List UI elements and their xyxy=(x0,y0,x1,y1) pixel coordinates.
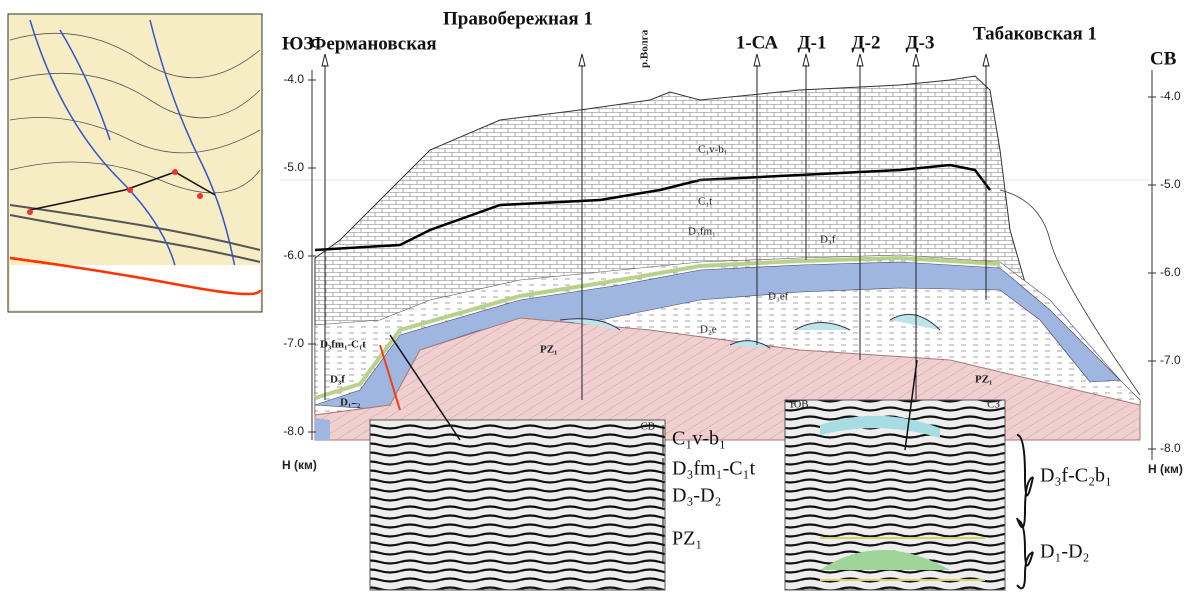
seismic-label: PZ₁ xyxy=(672,528,702,550)
section-label: D₃f xyxy=(330,374,345,386)
seismic-corner: СЗ xyxy=(987,399,1000,411)
section-body xyxy=(280,75,1150,441)
seismic-label: D₃-D₂ xyxy=(672,485,722,507)
depth-label: -6.0 xyxy=(1160,265,1181,279)
seismic-label: D₃f-C₂b₁ xyxy=(1040,465,1112,487)
depth-label: -4.0 xyxy=(1160,89,1181,103)
well-label: Д-2 xyxy=(852,32,881,53)
section-label: D₃fm₁-C₁t xyxy=(320,339,366,351)
well-label: Правобережная 1 xyxy=(443,8,593,29)
seismic-corner: ЮВ xyxy=(790,399,809,411)
depth-label: -8.0 xyxy=(1160,441,1181,455)
well-icon xyxy=(856,53,864,67)
brace xyxy=(1016,434,1034,590)
well-label: Табаковская 1 xyxy=(973,23,1097,44)
section-label: C₁v-b₁ xyxy=(698,144,728,156)
well-label: Д-3 xyxy=(906,32,935,53)
section-label: D₂e xyxy=(700,324,717,336)
depth-label: -5.0 xyxy=(283,160,304,174)
seismic-label: D₃fm₁-C₁t xyxy=(672,458,756,480)
depth-label: -6.0 xyxy=(283,248,304,262)
section-label: D₁₋₂ xyxy=(340,397,361,409)
map-inset xyxy=(7,13,263,313)
section-label: PZ₁ xyxy=(975,374,992,386)
depth-label: -5.0 xyxy=(1160,177,1181,191)
well-icon xyxy=(802,53,810,67)
wells xyxy=(321,53,990,400)
depth-label: -7.0 xyxy=(283,336,304,350)
depth-unit: H (км) xyxy=(1148,462,1183,476)
depth-label: -4.0 xyxy=(283,72,304,86)
section-label: PZ₁ xyxy=(540,344,557,356)
well-icon xyxy=(982,53,990,67)
river-label: р.Волга xyxy=(639,29,651,68)
well-icon xyxy=(578,53,586,67)
depth-label: -7.0 xyxy=(1160,353,1181,367)
well-icon xyxy=(753,53,761,67)
seismic-label: D₁-D₂ xyxy=(1040,541,1090,563)
well-label: Д-1 xyxy=(798,32,827,53)
section-label: D₃f xyxy=(820,234,836,246)
direction-label: СВ xyxy=(1150,48,1177,69)
well-label: 1-СА xyxy=(736,32,779,53)
section-label: C₁t xyxy=(698,196,712,208)
seismic-label: C₁v-b₁ xyxy=(672,428,726,450)
section-label: D₃fm₁ xyxy=(688,226,716,238)
depth-unit: H (км) xyxy=(282,458,317,472)
well-icon xyxy=(912,53,920,67)
seismic-corner: СВ xyxy=(640,421,655,433)
direction-label: ЮЗ xyxy=(282,33,313,54)
depth-label: -8.0 xyxy=(283,424,304,438)
well-label: Фермановская xyxy=(310,33,437,54)
section-label: D₃ef xyxy=(768,291,789,303)
well-icon xyxy=(321,53,329,67)
seismic-panels xyxy=(369,334,1006,591)
